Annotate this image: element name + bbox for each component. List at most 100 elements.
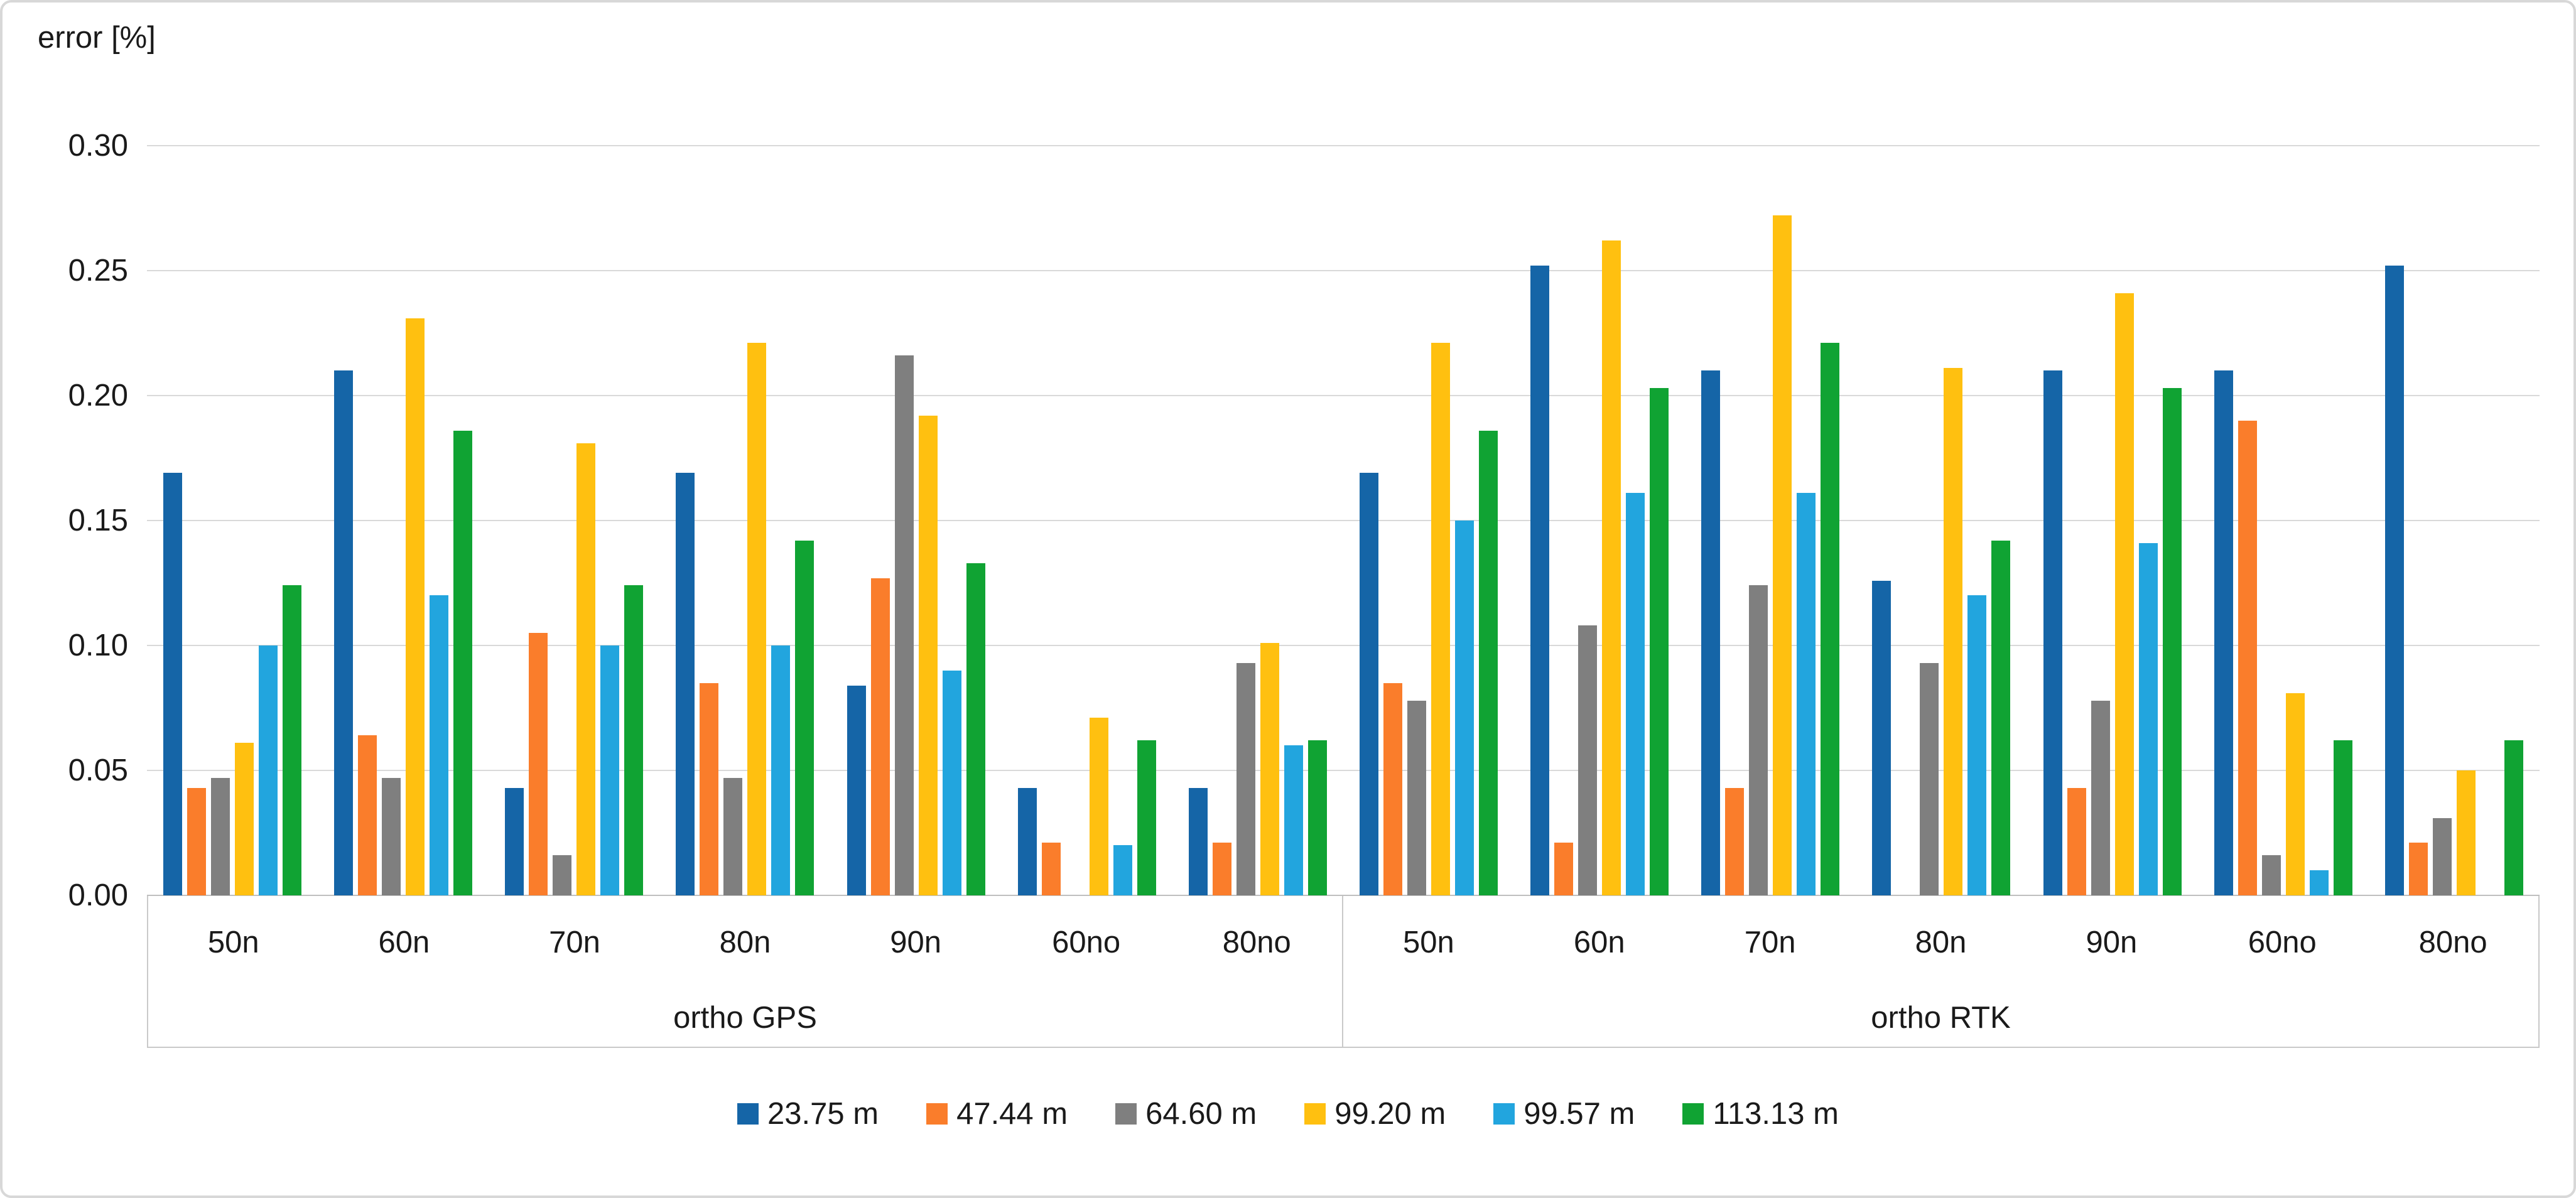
bar-47.44m [2067, 787, 2086, 895]
x-axis-line [147, 895, 2540, 896]
legend-swatch-icon [1115, 1103, 1137, 1125]
legend: 23.75 m 47.44 m 64.60 m 99.20 m 99.57 m 113.1… [3, 1096, 2573, 1131]
y-tick-label: 0.30 [68, 129, 128, 163]
y-tick-label: 0.25 [68, 254, 128, 288]
legend-item-99.20m: 99.20 m [1304, 1096, 1446, 1131]
legend-label: 64.60 m [1145, 1097, 1257, 1131]
category-labels: 50n 60n 70n 80n 90n 60no 80no [1343, 896, 2538, 990]
bar-99.20m [235, 743, 254, 895]
y-tick-label: 0.00 [68, 878, 128, 912]
bar-47.44m [2238, 420, 2257, 895]
bar-99.57m [2309, 870, 2329, 895]
category-label-60n: 60n [1573, 925, 1625, 960]
y-tick-label: 0.15 [68, 504, 128, 537]
legend-label: 23.75 m [767, 1097, 879, 1131]
bar-113.13m [1307, 740, 1327, 895]
bar-23.75m [1701, 370, 1721, 895]
legend-item-23.75m: 23.75 m [737, 1096, 879, 1131]
bar-group-90n [2027, 146, 2198, 895]
gridline [147, 520, 2540, 521]
category-axis-band: 50n 60n 70n 80n 90n 60no 80no ortho GPS 50n 60n 70… [147, 896, 2540, 1048]
bar-23.75m [2043, 370, 2062, 895]
category-label-80no: 80no [1222, 925, 1291, 960]
bar-113.13m [1991, 540, 2011, 895]
bar-99.57m [1967, 595, 1987, 895]
gridline [147, 270, 2540, 271]
bar-panels [147, 146, 2540, 895]
bar-99.20m [1431, 343, 1451, 895]
bar-99.57m [1284, 745, 1303, 895]
bar-99.57m [2138, 542, 2158, 895]
panel-ortho-gps [147, 146, 1343, 895]
category-axis-panels: 50n 60n 70n 80n 90n 60no 80no ortho GPS 50n 60n 70… [148, 896, 2538, 1047]
legend-label: 99.20 m [1334, 1097, 1446, 1131]
legend-item-64.60m: 64.60 m [1115, 1096, 1257, 1131]
bar-23.75m [1360, 473, 1379, 895]
bar-47.44m [1383, 683, 1403, 895]
gridline [147, 395, 2540, 396]
bar-47.44m [358, 735, 377, 895]
bar-47.44m [187, 787, 207, 895]
bar-99.20m [576, 443, 596, 895]
bar-99.57m [1113, 845, 1132, 895]
bar-64.60m [894, 355, 914, 895]
bar-113.13m [1479, 430, 1498, 895]
bar-113.13m [283, 585, 302, 895]
bar-113.13m [2333, 740, 2352, 895]
legend-label: 99.57 m [1523, 1097, 1635, 1131]
y-axis-tick-labels: 0.00 0.05 0.10 0.15 0.20 0.25 0.30 [3, 129, 132, 912]
axis-band-ortho-gps: 50n 60n 70n 80n 90n 60no 80no ortho GPS [148, 896, 1343, 1047]
panel-ortho-rtk [1343, 146, 2540, 895]
bar-group-70n [1685, 146, 1856, 895]
category-label-60no: 60no [1052, 925, 1121, 960]
category-label-50n: 50n [1403, 925, 1454, 960]
bar-64.60m [211, 777, 230, 895]
legend-swatch-icon [926, 1103, 948, 1125]
bar-47.44m [1554, 843, 1574, 895]
bar-113.13m [624, 585, 644, 895]
bar-113.13m [1821, 343, 1840, 895]
bar-47.44m [700, 683, 719, 895]
bar-group-80no [2369, 146, 2540, 895]
bar-113.13m [2504, 740, 2523, 895]
category-label-50n: 50n [207, 925, 259, 960]
legend-swatch-icon [1304, 1103, 1326, 1125]
category-label-70n: 70n [1744, 925, 1796, 960]
bar-23.75m [1872, 580, 1891, 895]
category-label-80n: 80n [719, 925, 771, 960]
bar-23.75m [676, 473, 695, 895]
bar-99.20m [2114, 293, 2134, 895]
bar-64.60m [1920, 662, 1939, 895]
group-label-ortho-rtk: ortho RTK [1871, 1001, 2011, 1035]
bar-99.57m [1455, 521, 1475, 895]
legend-label: 47.44 m [956, 1097, 1068, 1131]
gridline [147, 645, 2540, 646]
bar-64.60m [1407, 700, 1427, 895]
bar-47.44m [2408, 843, 2428, 895]
bar-23.75m [1017, 787, 1037, 895]
bar-group-60no [1002, 146, 1172, 895]
bar-group-50n [147, 146, 318, 895]
bar-99.20m [406, 318, 425, 895]
bar-23.75m [334, 370, 354, 895]
bar-99.20m [1260, 643, 1279, 895]
axis-band-ortho-rtk: 50n 60n 70n 80n 90n 60no 80no ortho RTK [1343, 896, 2538, 1047]
bar-23.75m [847, 685, 866, 895]
bar-group-70n [489, 146, 659, 895]
bar-23.75m [163, 473, 183, 895]
bar-99.20m [1773, 215, 1792, 895]
bar-99.57m [600, 645, 620, 895]
category-label-60n: 60n [378, 925, 430, 960]
bar-47.44m [1212, 843, 1231, 895]
category-label-90n: 90n [2086, 925, 2138, 960]
category-label-80n: 80n [1915, 925, 1967, 960]
y-tick-label: 0.10 [68, 629, 128, 662]
bar-99.57m [430, 595, 449, 895]
legend-item-113.13m: 113.13 m [1682, 1096, 1839, 1131]
legend-item-47.44m: 47.44 m [926, 1096, 1068, 1131]
bar-group-60n [318, 146, 489, 895]
bar-113.13m [1137, 740, 1156, 895]
bar-99.57m [771, 645, 791, 895]
bar-64.60m [1578, 625, 1598, 895]
bar-99.20m [2456, 770, 2476, 895]
